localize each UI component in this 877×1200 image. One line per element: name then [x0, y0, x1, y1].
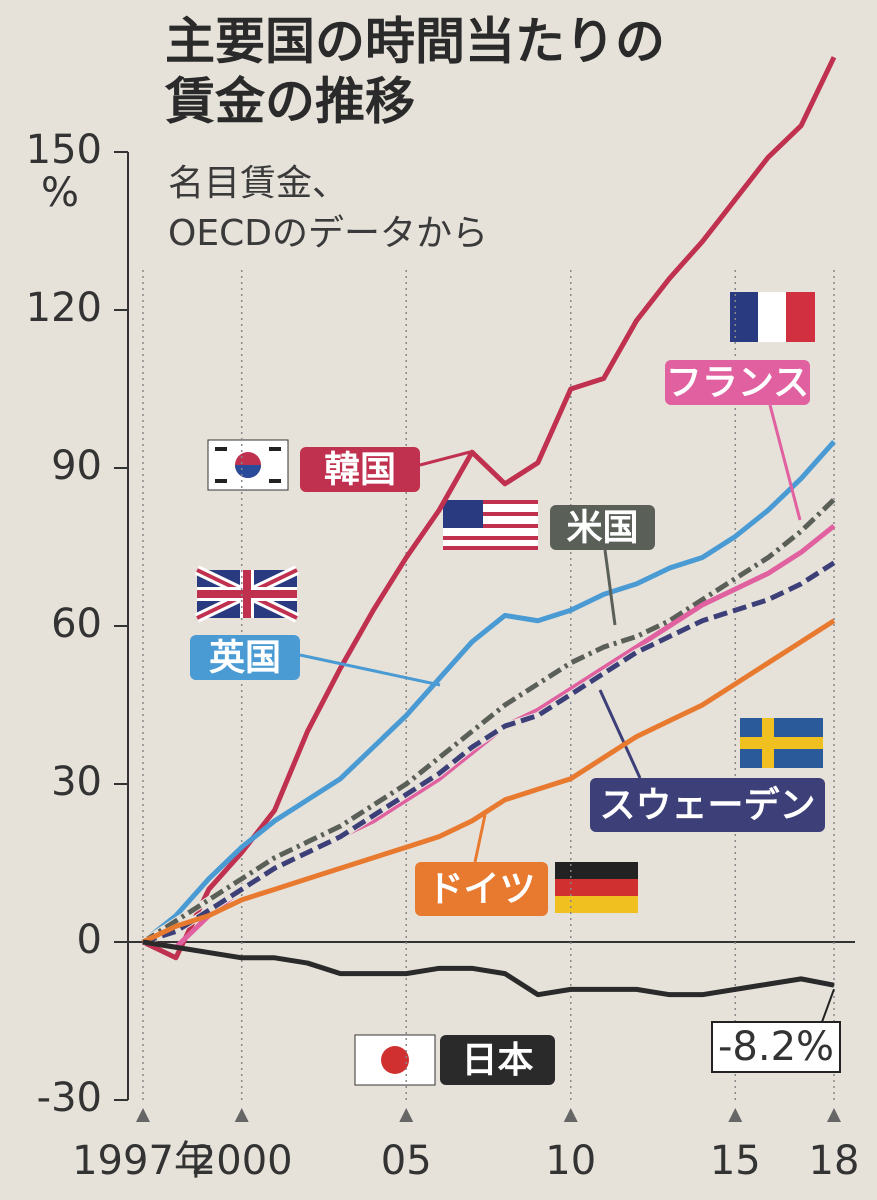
- x-tick: [827, 1108, 841, 1122]
- label-pointer: [419, 450, 471, 467]
- annotation-pointer: [821, 988, 835, 1023]
- flag-uk: [194, 565, 300, 623]
- subtitle: OECDのデータから: [168, 213, 488, 254]
- legend-box: [550, 505, 655, 550]
- series-line: [142, 939, 835, 998]
- flag-korea: [207, 439, 289, 491]
- label-pointer: [299, 653, 441, 687]
- series-line: [141, 497, 836, 945]
- y-tick-label: 120: [26, 285, 102, 331]
- x-tick-label: 15: [710, 1138, 761, 1184]
- x-tick: [563, 1108, 578, 1122]
- x-tick: [399, 1108, 414, 1122]
- series-line: [141, 440, 836, 944]
- series-line: [141, 618, 836, 945]
- x-tick-label: 18: [809, 1138, 860, 1184]
- y-tick-label: -30: [37, 1075, 102, 1121]
- legend-label: 米国: [566, 508, 638, 549]
- legend-label: 韓国: [324, 450, 396, 491]
- x-tick-label: 2000: [191, 1138, 293, 1184]
- x-tick: [136, 1108, 150, 1122]
- y-tick-label: 0: [77, 917, 102, 963]
- label-pointer: [598, 689, 642, 779]
- flag-germany: [555, 862, 638, 913]
- legend-label: フランス: [666, 363, 809, 404]
- y-tick-label: 150: [26, 127, 102, 173]
- legend-label: 英国: [209, 638, 281, 679]
- legend-box: [415, 862, 548, 916]
- chart-title: 賃金の推移: [164, 73, 415, 131]
- flag-japan: [354, 1034, 436, 1086]
- label-pointer: [603, 549, 617, 626]
- legend-box: [190, 635, 300, 680]
- legend-label: ドイツ: [427, 869, 535, 910]
- subtitle: 名目賃金、: [168, 163, 348, 204]
- legend-label: 日本: [461, 1040, 533, 1081]
- label-pointer: [768, 404, 802, 521]
- y-tick-label: 60: [51, 601, 102, 647]
- value-label: -8.2%: [718, 1024, 834, 1070]
- x-tick-label: 10: [545, 1138, 596, 1184]
- legend-box: [590, 778, 825, 832]
- legend-box: [440, 1035, 555, 1085]
- y-unit: %: [41, 170, 79, 216]
- legend-label: スウェーデン: [599, 784, 815, 826]
- series-line: [142, 560, 836, 945]
- y-tick-label: 30: [51, 759, 102, 805]
- y-tick-label: 90: [51, 443, 102, 489]
- x-tick-label: 05: [381, 1138, 432, 1184]
- flag-sweden: [740, 718, 823, 768]
- flag-usa: [443, 500, 538, 550]
- x-tick-label: 1997年: [72, 1138, 214, 1184]
- x-tick: [728, 1108, 743, 1122]
- label-pointer: [473, 814, 487, 863]
- legend-box: [300, 447, 420, 492]
- x-tick: [234, 1108, 249, 1122]
- flag-france: [730, 292, 815, 342]
- legend-box: [665, 360, 810, 405]
- chart-title: 主要国の時間当たりの: [165, 13, 665, 71]
- annotation-box: [711, 1021, 841, 1073]
